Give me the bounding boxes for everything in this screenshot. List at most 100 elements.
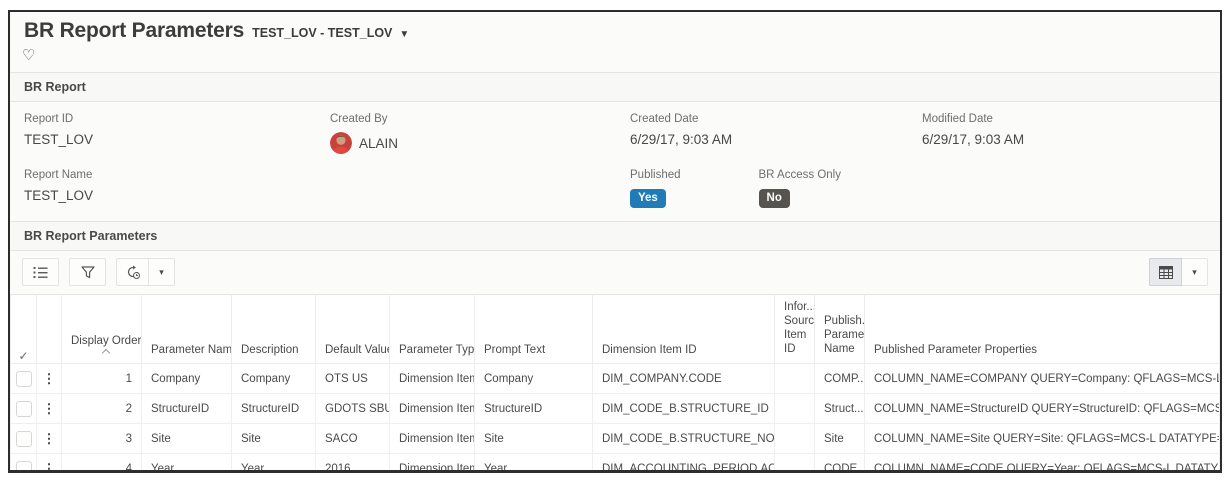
actions-list-button[interactable] [22,258,59,286]
col-header-default-value[interactable]: Default Value [315,294,390,364]
cell-published-parameter-properties[interactable]: COLUMN_NAME=Site QUERY=Site: QFLAGS=MCS-… [864,423,1220,454]
col-header-infor-source-item-id[interactable]: Infor... Source Item ID [774,294,815,364]
modified-date-value: 6/29/17, 9:03 AM [922,132,1025,147]
cell-published-parameter-properties[interactable]: COLUMN_NAME=COMPANY QUERY=Company: QFLAG… [864,363,1220,394]
row-checkbox[interactable] [15,370,32,387]
cell-dimension-item-id[interactable]: DIM_ACCOUNTING_PERIOD.ACCO... [592,453,775,470]
view-selector-group: ▾ [1149,258,1208,286]
table-row: ⋮ 4 Year Year 2016 Dimension Item Year D… [10,453,1220,473]
col-header-description[interactable]: Description [231,294,316,364]
cell-prompt-text[interactable]: Company [474,363,593,394]
cell-description[interactable]: Company [231,363,316,394]
row-menu-icon[interactable]: ⋮ [42,400,56,416]
br-report-region-title: BR Report [10,73,1220,102]
filter-button[interactable] [69,258,106,286]
cell-parameter-name[interactable]: Company [141,363,232,394]
select-all-check-icon: ✓ [18,349,29,363]
br-access-only-badge: No [758,189,790,208]
cell-display-order[interactable]: 3 [61,423,142,454]
row-menu-icon[interactable]: ⋮ [42,460,56,473]
report-selector-value[interactable]: TEST_LOV - TEST_LOV [252,26,393,40]
col-header-parameter-type[interactable]: Parameter Type [389,294,475,364]
cell-parameter-name[interactable]: Site [141,423,232,454]
cell-parameter-name[interactable]: Year [141,453,232,470]
table-row: ⋮ 1 Company Company OTS US Dimension Ite… [10,363,1220,394]
br-report-parameters-region: BR Report Parameters [10,221,1220,473]
cell-published-parameter-properties[interactable]: COLUMN_NAME=StructureID QUERY=StructureI… [864,393,1220,424]
cell-parameter-type[interactable]: Dimension Item [389,363,475,394]
created-date-value: 6/29/17, 9:03 AM [630,132,733,147]
br-report-parameters-region-title: BR Report Parameters [10,222,1220,251]
col-header-parameter-name[interactable]: Parameter Name [141,294,232,364]
favorite-heart-icon[interactable]: ♡ [22,47,36,64]
br-report-form: Report ID TEST_LOV Created By [10,102,1220,221]
view-menu-caret-button[interactable]: ▾ [1182,258,1208,286]
cell-parameter-type[interactable]: Dimension Item [389,393,475,424]
cell-published-parameter-name[interactable]: Struct... [814,393,865,424]
field-label: BR Access Only [758,169,841,181]
cell-published-parameter-name[interactable]: COMP... [814,363,865,394]
refresh-rows-button[interactable] [116,258,149,286]
refresh-menu-caret-button[interactable]: ▾ [149,258,175,286]
row-select-cell[interactable] [10,363,37,394]
cell-dimension-item-id[interactable]: DIM_COMPANY.CODE [592,363,775,394]
report-name-value: TEST_LOV [24,188,94,203]
cell-parameter-type[interactable]: Dimension Item [389,453,475,470]
cell-infor-source-item-id[interactable] [774,393,815,424]
cell-prompt-text[interactable]: StructureID [474,393,593,424]
cell-default-value[interactable]: OTS US [315,363,390,394]
page-header: BR Report Parameters TEST_LOV - TEST_LOV… [10,12,1220,43]
cell-dimension-item-id[interactable]: DIM_CODE_B.STRUCTURE_NODE [592,423,775,454]
row-select-cell[interactable] [10,423,37,454]
row-menu-cell[interactable]: ⋮ [36,423,62,454]
select-all-header[interactable]: ✓ [10,294,37,364]
report-selector-caret-icon[interactable]: ▼ [399,29,410,40]
field-report-name: Report Name TEST_LOV [24,169,330,208]
grid-view-button[interactable] [1149,258,1182,286]
cell-description[interactable]: Site [231,423,316,454]
cell-prompt-text[interactable]: Site [474,423,593,454]
row-menu-cell[interactable]: ⋮ [36,363,62,394]
cell-infor-source-item-id[interactable] [774,423,815,454]
cell-default-value[interactable]: 2016 [315,453,390,470]
refresh-clock-icon [127,265,140,279]
grid-header-row: ✓ Display Order Parameter Name Descripti… [10,294,1220,364]
cell-infor-source-item-id[interactable] [774,363,815,394]
row-menu-icon[interactable]: ⋮ [42,370,56,386]
col-header-published-parameter-name[interactable]: Publish... Parame... Name [814,294,865,364]
cell-published-parameter-properties[interactable]: COLUMN_NAME=CODE QUERY=Year: QFLAGS=MCS-… [864,453,1220,470]
cell-parameter-name[interactable]: StructureID [141,393,232,424]
cell-description[interactable]: Year [231,453,316,470]
row-checkbox[interactable] [15,460,32,470]
field-br-access-only: BR Access Only No [758,169,841,208]
row-menu-icon[interactable]: ⋮ [42,430,56,446]
chevron-down-icon: ▾ [159,266,164,277]
col-header-label: Infor... Source Item ID [784,301,815,355]
list-icon [33,266,48,278]
col-header-prompt-text[interactable]: Prompt Text [474,294,593,364]
col-header-display-order[interactable]: Display Order [61,294,142,364]
row-select-cell[interactable] [10,453,37,470]
cell-infor-source-item-id[interactable] [774,453,815,470]
row-checkbox[interactable] [15,400,32,417]
cell-display-order[interactable]: 4 [61,453,142,470]
row-menu-cell[interactable]: ⋮ [36,453,62,473]
parameters-grid: ✓ Display Order Parameter Name Descripti… [10,294,1220,473]
cell-published-parameter-name[interactable]: CODE [814,453,865,470]
row-checkbox[interactable] [15,430,32,447]
col-header-dimension-item-id[interactable]: Dimension Item ID [592,294,775,364]
row-menu-cell[interactable]: ⋮ [36,393,62,424]
col-header-published-parameter-properties[interactable]: Published Parameter Properties [864,294,1220,364]
app-window: BR Report Parameters TEST_LOV - TEST_LOV… [8,10,1222,473]
row-menu-header [36,294,62,364]
cell-display-order[interactable]: 1 [61,363,142,394]
cell-description[interactable]: StructureID [231,393,316,424]
cell-display-order[interactable]: 2 [61,393,142,424]
cell-default-value[interactable]: GDOTS SBU [315,393,390,424]
row-select-cell[interactable] [10,393,37,424]
cell-parameter-type[interactable]: Dimension Item [389,423,475,454]
cell-dimension-item-id[interactable]: DIM_CODE_B.STRUCTURE_ID [592,393,775,424]
cell-prompt-text[interactable]: Year [474,453,593,470]
cell-default-value[interactable]: SACO [315,423,390,454]
cell-published-parameter-name[interactable]: Site [814,423,865,454]
